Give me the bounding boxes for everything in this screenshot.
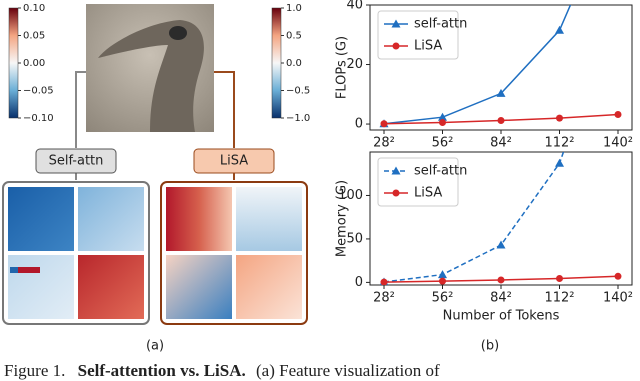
marker: [555, 25, 564, 34]
x-axis-label: Number of Tokens: [443, 309, 560, 324]
y-tick-label: 40: [346, 0, 363, 13]
x-tick-label: 56²: [432, 136, 454, 151]
marker: [392, 42, 400, 50]
method-label: LiSA: [220, 154, 248, 169]
marker: [380, 278, 388, 285]
marker: [556, 274, 563, 282]
x-tick-label: 112²: [544, 136, 574, 151]
marker: [496, 88, 506, 97]
marker: [380, 120, 388, 128]
marker: [614, 111, 622, 119]
x-tick-label: 112²: [544, 291, 574, 306]
marker: [556, 114, 563, 122]
marker: [438, 270, 447, 279]
marker: [439, 277, 446, 285]
marker: [391, 19, 401, 28]
series-group: [379, 152, 622, 285]
panel-tag: (a): [146, 339, 164, 354]
colorbar-tick-label: 0.10: [23, 3, 45, 14]
marker: [392, 189, 400, 197]
y-tick-label: 0: [355, 117, 363, 132]
x-tick-label: 28²: [373, 291, 395, 306]
colorbar: [271, 7, 282, 119]
y-tick-label: 20: [346, 57, 363, 72]
method-label: Self-attn: [49, 154, 104, 169]
legend-label: self-attn: [414, 17, 467, 32]
series-group: [379, 5, 622, 128]
y-axis-label: Memory (G): [335, 180, 350, 257]
marker: [496, 240, 506, 249]
marker: [391, 166, 401, 175]
colorbar-tick-label: 0.5: [286, 31, 302, 42]
colorbar-tick-label: 0.0: [286, 58, 302, 69]
legend-label: LiSA: [414, 39, 442, 54]
marker: [497, 276, 505, 284]
caption-text: (a) Feature visualization of: [256, 361, 440, 380]
marker: [555, 158, 564, 167]
panel-tag: (b): [481, 339, 499, 354]
legend-label: LiSA: [414, 186, 442, 201]
caption: Figure 1. Self-attention vs. LiSA. (a) F…: [4, 361, 440, 380]
marker: [614, 272, 622, 280]
x-tick-label: 84²: [490, 136, 512, 151]
x-tick-label: 56²: [432, 291, 454, 306]
y-tick-label: 0: [355, 275, 363, 290]
colorbar: [8, 7, 19, 119]
x-tick-label: 28²: [373, 136, 395, 151]
legend-label: self-attn: [414, 164, 467, 179]
x-tick-label: 140²: [603, 136, 633, 151]
y-axis-label: FLOPs (G): [335, 36, 350, 99]
colorbar-tick-label: −0.10: [23, 113, 54, 124]
marker: [438, 112, 447, 121]
marker: [439, 119, 446, 127]
colorbar-tick-label: 0.00: [23, 58, 45, 69]
colorbar-tick-label: −0.05: [23, 86, 54, 97]
photo: [86, 4, 214, 132]
caption-bold: Self-attention vs. LiSA.: [78, 361, 246, 380]
y-tick-label: 100: [338, 188, 363, 203]
colorbar-tick-label: 1.0: [286, 3, 302, 14]
heatmaps: [2, 181, 308, 325]
label-box: [35, 148, 117, 174]
marker: [497, 116, 505, 124]
caption-prefix: Figure 1.: [4, 361, 65, 380]
colorbar-tick-label: −0.5: [286, 86, 310, 97]
colorbar-tick-label: −1.0: [286, 113, 310, 124]
y-tick-label: 50: [346, 231, 363, 246]
x-tick-label: 84²: [490, 291, 512, 306]
label-box: [193, 148, 275, 174]
colorbar-tick-label: 0.05: [23, 31, 45, 42]
x-tick-label: 140²: [603, 291, 633, 306]
